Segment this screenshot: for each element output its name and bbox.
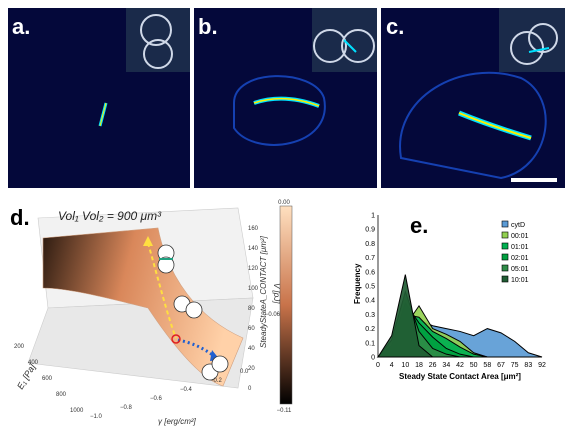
panel-c-micrograph [381,8,565,188]
panel-d-label: d. [10,205,30,230]
e-x-tick-label: 42 [456,362,464,369]
e-x-tick-label: 67 [497,362,505,369]
z-tick-label: 160 [248,226,259,232]
y-tick-label: −1.0 [90,414,103,420]
energy-surface [42,227,244,387]
z-tick-label: 0 [248,386,252,392]
panel-c-inset [499,8,565,72]
z-tick-label: 60 [248,326,255,332]
z-axis-ticks: 0 20 40 60 80 100 120 140 160 [248,226,259,392]
e-series-areas [376,274,543,358]
e-x-tick-label: 0 [376,362,380,369]
e-legend-swatch [501,231,509,239]
doublet-icon-mid [173,295,203,319]
panel-e-chart: e. 0 0.1 0.2 0.3 0.4 0.5 0.6 0.7 0.8 0.9 1 0 4 10 18 2… [353,213,546,382]
z-tick-label: 20 [248,366,255,372]
x-axis-label: E₁ [Pa] [15,362,38,391]
panel-a-cells [98,102,108,127]
panel-b-inset [312,8,377,72]
x-tick-label: 400 [28,360,39,366]
y-axis-ticks: −1.0 −0.8 −0.6 −0.4 −0.2 0.0 [90,369,249,420]
e-x-tick-label: 83 [524,362,532,369]
panel-d-surface-plot: Vol₁ Vol₂ = 900 μm³ 0.00 −0.06 −0.11 V [… [14,200,293,426]
yellow-trajectory [147,242,177,339]
y-tick-label: −0.4 [180,387,193,393]
e-x-ticks: 0 4 10 18 26 34 42 50 58 67 75 83 92 [376,362,546,369]
e-y-tick-label: 0.1 [365,340,375,347]
y-tick-label: −0.2 [210,378,223,384]
panel-b-label: b. [198,14,218,39]
colorbar-tick-top: 0.00 [278,200,290,206]
colorbar-tick-bottom: −0.11 [277,408,292,414]
panel-a-inset [126,8,190,72]
e-y-tick-label: 0.4 [365,298,375,305]
y-tick-label: 0.0 [240,369,249,375]
x-tick-label: 800 [56,392,67,398]
y-tick-label: −0.6 [150,396,163,402]
e-y-tick-label: 0.3 [365,312,375,319]
volume-equation: Vol₁ Vol₂ = 900 μm³ [58,209,162,223]
x-axis-ticks: 200 400 600 800 1000 [14,344,84,414]
e-legend-label: 05:01 [511,266,529,273]
e-y-tick-label: 0.7 [365,255,375,262]
e-legend-label: cytD [511,222,525,229]
e-legend-swatch [501,264,509,272]
e-y-ticks: 0 0.1 0.2 0.3 0.4 0.5 0.6 0.7 0.8 0.9 1 [365,213,375,362]
e-y-tick-label: 0.5 [365,284,375,291]
y-tick-label: −0.8 [120,405,133,411]
e-y-axis-label: Frequency [353,263,362,304]
x-tick-label: 1000 [70,408,84,414]
e-x-axis-label: Steady State Contact Area [μm²] [399,372,521,381]
doublet-icon-full [157,244,175,274]
e-legend-label: 00:01 [511,233,529,240]
z-tick-label: 80 [248,306,255,312]
e-x-tick-label: 58 [483,362,491,369]
colorbar [279,205,293,405]
e-x-tick-label: 26 [429,362,437,369]
e-x-tick-label: 18 [415,362,423,369]
x-tick-label: 600 [42,376,53,382]
panel-a-label: a. [12,14,31,39]
colorbar-label: V [pJ] [272,283,281,304]
z-tick-label: 100 [248,286,259,292]
y-axis-label: γ [erg/cm²] [158,417,197,426]
e-legend-swatch [501,242,509,250]
start-point-marker [171,334,181,344]
scale-bar [511,178,557,182]
e-y-tick-label: 0 [371,355,375,362]
e-x-tick-label: 50 [470,362,478,369]
panel-b-micrograph [194,8,377,188]
e-legend-label: 02:01 [511,255,529,262]
e-y-tick-label: 0.9 [365,227,375,234]
e-legend-swatch [501,253,509,261]
panel-c-cells [399,71,547,180]
e-y-tick-label: 0.2 [365,326,375,333]
e-legend: cytD 00:01 01:01 02:01 05:01 10:01 [501,220,529,284]
doublet-icon-low [201,355,229,381]
e-x-tick-label: 34 [442,362,450,369]
e-y-tick-label: 0.8 [365,241,375,248]
e-x-tick-label: 92 [538,362,546,369]
e-legend-label: 01:01 [511,244,529,251]
e-y-tick-label: 1 [371,213,375,220]
panel-c-label: c. [386,14,405,39]
e-x-tick-label: 10 [401,362,409,369]
z-tick-label: 120 [248,266,259,272]
e-y-tick-label: 0.6 [365,269,375,276]
colorbar-tick-mid: −0.06 [265,312,281,318]
e-legend-swatch [501,275,509,283]
z-axis-label: SteadyStateA_CONTACT [μm²] [259,235,268,348]
panel-b-cells [233,75,326,146]
panel-e-label: e. [410,213,428,238]
z-tick-label: 40 [248,346,255,352]
z-tick-label: 140 [248,246,259,252]
e-legend-label: 10:01 [511,277,529,284]
e-x-tick-label: 4 [390,362,394,369]
e-legend-swatch [501,220,509,228]
panel-a-micrograph [8,8,190,188]
e-x-tick-label: 75 [511,362,519,369]
x-tick-label: 200 [14,344,25,350]
